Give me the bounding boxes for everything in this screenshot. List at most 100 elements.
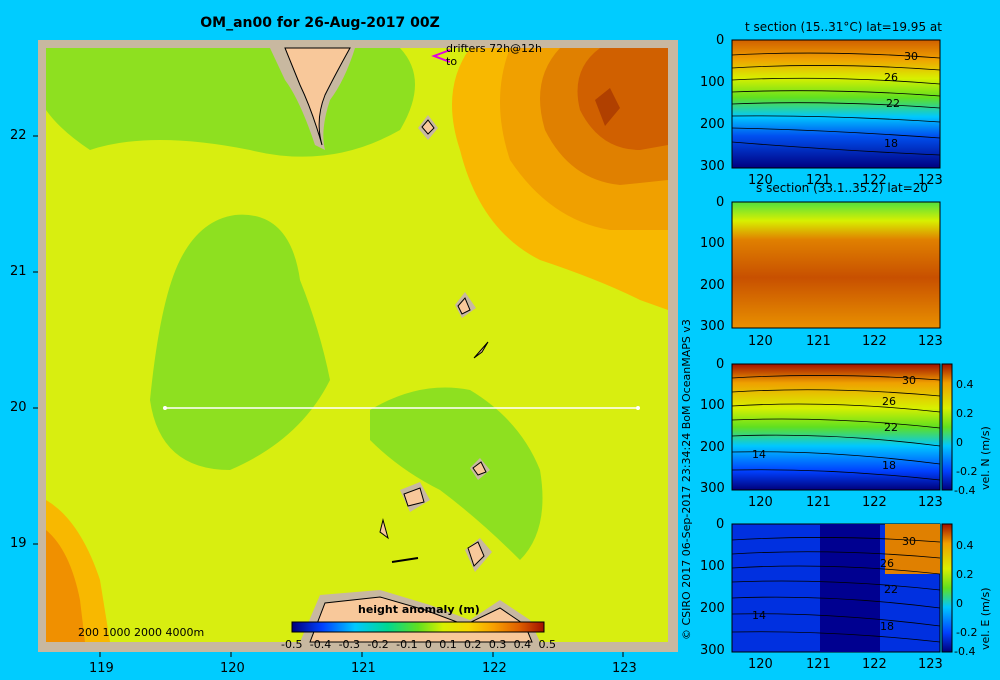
vn-ytick: 300	[700, 481, 725, 496]
t-xtick: 120	[748, 173, 773, 188]
ve-cb-tick: 0.4	[956, 539, 974, 552]
t-contours	[731, 52, 941, 156]
s-section-plot	[731, 201, 941, 329]
ve-contour-label: 14	[752, 609, 766, 622]
ve-xtick: 123	[918, 657, 943, 672]
land-island	[391, 557, 419, 563]
contour-region	[595, 88, 620, 126]
height-colorbar	[291, 621, 545, 633]
ve-xtick: 121	[806, 657, 831, 672]
s-ytick: 100	[700, 236, 725, 251]
contour-region	[370, 387, 543, 560]
t-section-plot	[731, 39, 941, 169]
land-island	[379, 518, 389, 540]
drifters-sublabel: to	[446, 55, 458, 68]
vel-n-plot	[731, 363, 941, 491]
vn-contour-label: 26	[882, 395, 896, 408]
ve-colorbar-label: vel. E (m/s)	[979, 587, 992, 650]
t-contour-label: 26	[884, 71, 898, 84]
ve-cb-tick: 0.2	[956, 568, 974, 581]
main-map	[33, 40, 678, 657]
map-xtick: 121	[351, 661, 376, 676]
vel-e-colorbar	[941, 523, 953, 653]
vel-e-core	[820, 524, 880, 652]
colorbar-ticks: -0.5 -0.4 -0.3 -0.2 -0.1 0 0.1 0.2 0.3 0…	[281, 638, 556, 651]
ve-cb-tick: -0.2	[956, 626, 978, 639]
ve-contour-label: 18	[880, 620, 894, 633]
map-title: OM_an00 for 26-Aug-2017 00Z	[200, 15, 440, 31]
vn-cb-tick: 0	[956, 436, 963, 449]
map-ticks	[33, 135, 624, 657]
t-ytick: 300	[700, 159, 725, 174]
map-ytick: 22	[10, 128, 27, 143]
vn-ytick: 0	[716, 357, 725, 372]
vn-xtick: 120	[748, 495, 773, 510]
ve-ytick: 300	[700, 643, 725, 658]
map-xtick: 120	[220, 661, 245, 676]
vn-xtick: 122	[862, 495, 887, 510]
drifter-marker	[431, 49, 451, 63]
land-island	[473, 341, 489, 359]
land-island	[457, 297, 471, 315]
contour-region	[46, 48, 415, 157]
vn-cb-tick: 0.2	[956, 407, 974, 420]
vel-n-contours	[731, 375, 941, 481]
t-xtick: 122	[862, 173, 887, 188]
land-island	[472, 461, 487, 476]
colorbar-tick: -0.2	[367, 638, 389, 651]
colorbar-tick: 0.5	[538, 638, 556, 651]
colorbar-tick: 0.2	[464, 638, 482, 651]
colorbar-tick: 0.1	[439, 638, 457, 651]
vel-e-surface	[885, 524, 940, 574]
ve-xtick: 120	[748, 657, 773, 672]
vn-cb-tick: -0.2	[956, 465, 978, 478]
s-xtick: 122	[862, 334, 887, 349]
s-xtick: 120	[748, 334, 773, 349]
t-contour-label: 22	[886, 97, 900, 110]
ve-ytick: 0	[716, 517, 725, 532]
map-ytick: 20	[10, 400, 27, 415]
ve-contour-label: 22	[884, 583, 898, 596]
s-ytick: 200	[700, 278, 725, 293]
t-ytick: 100	[700, 75, 725, 90]
contour-region	[150, 214, 330, 470]
vn-xtick: 123	[918, 495, 943, 510]
colorbar-tick: -0.1	[396, 638, 418, 651]
t-ytick: 0	[716, 33, 725, 48]
vn-contour-label: 14	[752, 448, 766, 461]
vn-ytick: 100	[700, 398, 725, 413]
vn-contour-label: 22	[884, 421, 898, 434]
colorbar-tick: 0	[424, 638, 432, 651]
map-xtick: 119	[89, 661, 114, 676]
map-xtick: 122	[482, 661, 507, 676]
s-xtick: 123	[918, 334, 943, 349]
vn-xtick: 121	[806, 495, 831, 510]
t-xtick: 123	[918, 173, 943, 188]
ve-ytick: 100	[700, 559, 725, 574]
ve-colorbar-ticks: 0.4 0.2 0 -0.2	[956, 531, 977, 647]
contour-region	[46, 530, 85, 642]
vn-colorbar-ticks: 0.4 0.2 0 -0.2	[956, 370, 977, 486]
land-island	[403, 487, 425, 507]
drifters-label: drifters 72h@12h	[446, 42, 543, 55]
colorbar-tick: -0.4	[309, 638, 332, 651]
ve-cb-tick: 0	[956, 597, 963, 610]
colorbar-tick: 0.4	[513, 638, 532, 651]
vn-cb-tick: 0.4	[956, 378, 974, 391]
vel-e-contours	[731, 537, 941, 643]
land-island	[467, 541, 485, 567]
map-ytick: 21	[10, 264, 27, 279]
s-ytick: 0	[716, 195, 725, 210]
colorbar-tick: 0.3	[488, 638, 507, 651]
t-contour-label: 18	[884, 137, 898, 150]
land-island	[421, 119, 435, 135]
vn-contour-label: 30	[902, 374, 916, 387]
colorbar-tick: -0.3	[338, 638, 361, 651]
vn-colorbar-label: vel. N (m/s)	[979, 426, 992, 490]
vn-cb-tick: -0.4	[954, 484, 976, 497]
ve-cb-tick: -0.4	[954, 645, 976, 658]
t-section-title: t section (15..31°C) lat=19.95 at	[745, 20, 942, 34]
contour-region	[577, 48, 668, 150]
vn-ytick: 200	[700, 440, 725, 455]
ve-contour-label: 30	[902, 535, 916, 548]
